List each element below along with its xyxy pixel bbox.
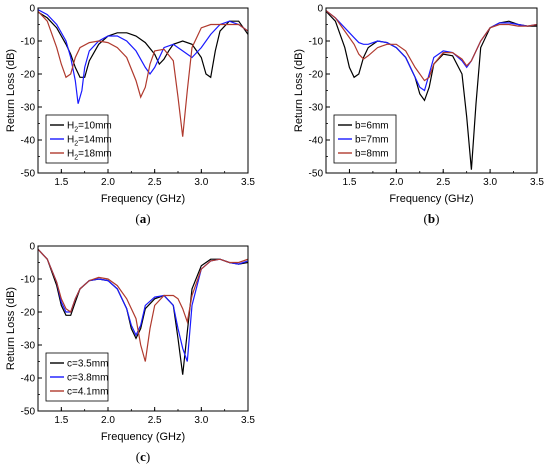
x-tick-label: 1.5 [342,177,356,188]
x-tick-label: 1.5 [54,177,68,188]
y-tick-label: -50 [21,169,36,180]
x-tick-label: 2.0 [389,177,403,188]
legend-label: H2=10mm [67,121,112,134]
chart-panel-b: 1.5 2.0 2.5 3.0 3.5 0 -10 -20 -30 -40 -50 Frequency… [293,4,544,227]
x-axis-title: Frequency (GHz) [101,431,185,443]
legend-label: c=3.8mm [67,373,108,384]
series-line-a-2 [38,9,248,104]
y-tick-label: -40 [309,136,324,147]
x-tick-label: 2.5 [436,177,450,188]
y-tick-label: -10 [21,37,36,48]
legend-label: c=4.1mm [67,387,108,398]
y-tick-label: -40 [21,374,36,385]
y-tick-label: -20 [21,308,36,319]
x-tick-label: 3.5 [530,177,544,188]
x-tick-label: 3.5 [241,415,255,426]
y-axis-title: Return Loss (dB) [5,287,17,370]
panel-label: (a) [135,211,150,226]
y-axis-title: Return Loss (dB) [293,49,305,132]
y-tick-label: 0 [317,4,323,15]
y-tick-label: -20 [309,70,324,81]
x-axis-title: Frequency (GHz) [389,193,473,205]
panel-label: (c) [136,449,150,464]
chart-panel-a: 1.5 2.0 2.5 3.0 3.5 0 -10 -20 -30 -40 -50 Frequency… [5,4,255,227]
legend-label: b=8mm [355,149,389,160]
panel-label: (b) [424,211,440,226]
y-tick-label: -30 [21,341,36,352]
chart-panel-c: 1.5 2.0 2.5 3.0 3.5 0 -10 -20 -30 -40 -50 Frequency… [5,242,255,465]
x-tick-label: 2.0 [101,415,115,426]
y-axis-title: Return Loss (dB) [5,49,17,132]
y-tick-label: -40 [21,136,36,147]
legend-label: H2=18mm [67,149,112,162]
x-tick-label: 3.5 [241,177,255,188]
x-tick-label: 2.0 [101,177,115,188]
series-line-c-2 [38,248,248,362]
x-tick-label: 3.0 [194,177,208,188]
y-tick-label: -30 [309,103,324,114]
y-tick-label: -50 [21,407,36,418]
x-tick-label: 2.5 [148,177,162,188]
x-tick-label: 1.5 [54,415,68,426]
legend-label: H2=14mm [67,135,112,148]
x-tick-label: 2.5 [148,415,162,426]
legend: b=6mm b=7mm b=8mm [333,114,397,164]
series-line-c-3 [38,248,248,362]
y-tick-label: -30 [21,103,36,114]
y-tick-label: -50 [309,169,324,180]
y-tick-label: -20 [21,70,36,81]
series-line-a-3 [38,10,248,137]
x-tick-label: 3.0 [194,415,208,426]
x-axis-title: Frequency (GHz) [101,193,185,205]
y-tick-label: 0 [29,4,35,15]
series-line-a-1 [38,11,248,79]
legend-label: b=7mm [355,135,389,146]
y-tick-label: 0 [29,242,35,253]
legend-label: c=3.5mm [67,359,108,370]
x-tick-label: 3.0 [483,177,497,188]
legend-label: b=6mm [355,121,389,132]
series-line-b-3 [326,10,537,82]
legend: c=3.5mm c=3.8mm c=4.1mm [45,352,108,402]
series-line-b-2 [326,10,537,92]
y-tick-label: -10 [21,275,36,286]
y-tick-label: -10 [309,37,324,48]
